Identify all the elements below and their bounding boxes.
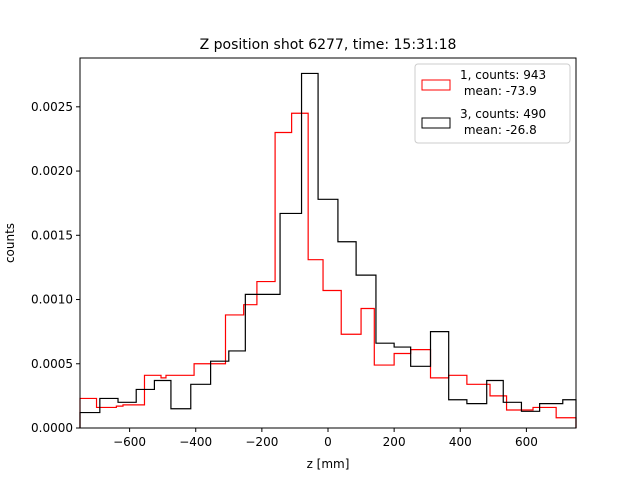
histogram-bin-series-1 [166, 375, 194, 428]
histogram-bin-series-1 [116, 406, 123, 428]
x-tick-label: 600 [515, 435, 538, 449]
y-tick-label: 0.0025 [31, 100, 73, 114]
series-3 [79, 72, 577, 428]
legend-frame [414, 63, 571, 144]
legend-label-series-1-line2: mean: -73.9 [460, 84, 537, 98]
histogram-bin-series-1 [80, 398, 97, 428]
legend-swatch-series-1 [421, 79, 451, 91]
histogram-bin-series-3 [245, 294, 263, 428]
legend-label-series-1-line1: 1, counts: 943 [460, 68, 546, 82]
histogram-bin-series-3 [521, 411, 539, 428]
histogram-bin-series-1 [275, 133, 292, 428]
histogram-bin-series-3 [229, 351, 246, 428]
plot-area [79, 72, 577, 428]
x-tick-label: 400 [449, 435, 472, 449]
histogram-bin-series-3 [356, 275, 376, 428]
histogram-bin-series-1 [533, 407, 556, 428]
histogram-bin-series-1 [257, 282, 275, 428]
x-axis: −600 −400 −200 0 200 400 600 [113, 428, 538, 449]
histogram-bin-series-3 [191, 384, 211, 428]
x-axis-label: z [mm] [307, 457, 350, 471]
axes-frame [79, 57, 577, 429]
x-tick-label: −600 [113, 435, 146, 449]
x-tick-label: −200 [245, 435, 278, 449]
histogram-bin-series-3 [411, 366, 431, 428]
y-axis-label: counts [3, 223, 17, 263]
histogram-bin-series-3 [171, 409, 191, 428]
histogram-bin-series-1 [225, 315, 243, 428]
histogram-bin-series-1 [292, 113, 309, 428]
histogram-bin-series-3 [302, 73, 319, 428]
histogram-bin-series-3 [80, 413, 100, 428]
histogram-bin-series-3 [280, 213, 301, 428]
histogram-bin-series-1 [161, 378, 166, 428]
histogram-bin-series-1 [490, 396, 507, 428]
legend-label-series-3-line2: mean: -26.8 [460, 123, 537, 137]
x-tick-label: −400 [179, 435, 212, 449]
histogram-bin-series-3 [154, 380, 171, 428]
chart-title: Z position shot 6277, time: 15:31:18 [200, 37, 457, 53]
histogram-bin-series-3 [264, 294, 281, 428]
histogram-bin-series-3 [431, 332, 449, 428]
histogram-bin-series-3 [338, 242, 356, 428]
histogram-bin-series-1 [341, 334, 361, 428]
histogram-bin-series-1 [449, 375, 467, 428]
histogram-bin-series-3 [487, 380, 504, 428]
histogram-bin-series-1 [308, 260, 323, 428]
histogram-step-line-series-3 [79, 72, 577, 428]
y-tick-label: 0.0010 [31, 293, 73, 307]
legend-swatch-series-3 [421, 117, 451, 129]
y-axis: 0.0000 0.0005 0.0010 0.0015 0.0020 0.0025 [31, 100, 80, 435]
histogram-bin-series-1 [394, 353, 411, 428]
histogram-bin-series-1 [507, 410, 533, 428]
histogram-bin-series-1 [361, 309, 374, 428]
histogram-bin-series-1 [411, 350, 431, 428]
histogram-bin-series-1 [323, 291, 341, 428]
histogram-bin-series-3 [467, 404, 487, 428]
histogram-bin-series-3 [211, 361, 229, 428]
histogram-bin-series-3 [136, 389, 154, 428]
histogram-bin-series-1 [123, 405, 144, 428]
histogram-bin-series-3 [376, 343, 394, 428]
y-tick-label: 0.0020 [31, 164, 73, 178]
histogram-bin-series-3 [100, 398, 118, 428]
histogram-bin-series-3 [318, 199, 338, 428]
histogram-bin-series-1 [374, 365, 394, 428]
x-tick-label: 200 [383, 435, 406, 449]
y-tick-label: 0.0005 [31, 357, 73, 371]
histogram-bin-series-1 [556, 418, 576, 428]
histogram-bin-series-1 [194, 364, 225, 428]
legend: 1, counts: 943 mean: -73.9 3, counts: 49… [414, 63, 571, 144]
legend-label-series-3-line1: 3, counts: 490 [460, 107, 546, 121]
histogram-bin-series-3 [449, 400, 467, 428]
histogram-bin-series-1 [431, 378, 449, 428]
histogram-bin-series-3 [394, 347, 411, 428]
x-tick-label: 0 [324, 435, 332, 449]
histogram-bin-series-1 [144, 375, 161, 428]
histogram-bin-series-3 [563, 400, 576, 428]
y-tick-label: 0.0015 [31, 228, 73, 242]
y-tick-label: 0.0000 [31, 421, 73, 435]
